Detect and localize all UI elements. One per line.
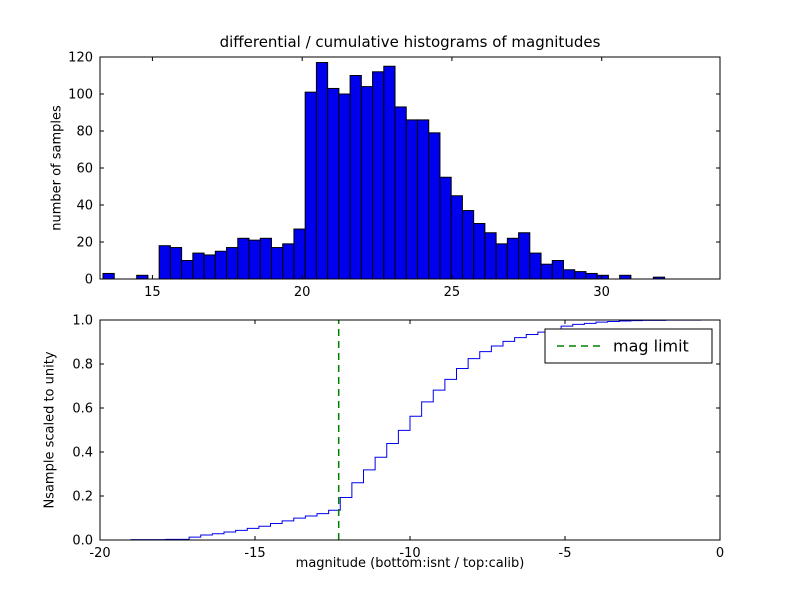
histogram-bar bbox=[237, 237, 250, 280]
y-tick-label: 0.0 bbox=[72, 534, 93, 549]
y-tick-label: 40 bbox=[76, 199, 93, 214]
histogram-bar bbox=[248, 239, 261, 280]
histogram-bar bbox=[315, 62, 329, 280]
x-tick-label: 30 bbox=[593, 285, 610, 300]
y-tick-label: 0 bbox=[85, 273, 93, 288]
histogram-bar bbox=[574, 271, 587, 280]
histogram-bar bbox=[214, 250, 228, 280]
cumulative-line bbox=[130, 319, 713, 541]
histogram-bar bbox=[338, 93, 351, 280]
histogram-bar bbox=[563, 269, 576, 280]
x-tick-label: -20 bbox=[89, 546, 110, 561]
histogram-bar bbox=[484, 232, 497, 280]
histogram-bar bbox=[428, 132, 441, 280]
x-tick-label: 20 bbox=[294, 285, 311, 300]
histogram-bar bbox=[304, 91, 317, 280]
histogram-bar bbox=[473, 223, 486, 280]
histogram-bar bbox=[327, 87, 340, 280]
histogram-bar bbox=[506, 237, 520, 280]
y-tick-label: 60 bbox=[76, 162, 93, 177]
y-tick-label: 0.6 bbox=[72, 402, 93, 417]
x-tick-label: -10 bbox=[399, 546, 420, 561]
histogram-bar bbox=[383, 65, 396, 280]
y-tick-label: 0.4 bbox=[72, 446, 93, 461]
x-tick-label: 15 bbox=[144, 285, 161, 300]
histogram-bar bbox=[203, 254, 216, 280]
histogram-bar bbox=[439, 176, 452, 280]
legend-label: mag limit bbox=[613, 337, 689, 356]
y-tick-label: 80 bbox=[76, 125, 93, 140]
histogram-bar bbox=[619, 274, 632, 280]
histogram-bar bbox=[372, 71, 385, 280]
histogram-bar bbox=[416, 119, 430, 280]
histogram-bar bbox=[394, 106, 407, 280]
histogram-bar bbox=[540, 263, 553, 280]
x-tick-label: 25 bbox=[444, 285, 461, 300]
histogram-bar bbox=[585, 272, 598, 280]
figure-title: differential / cumulative histograms of … bbox=[219, 33, 601, 51]
histogram-bar bbox=[529, 252, 542, 280]
histogram-bar bbox=[136, 274, 149, 280]
histogram-bar bbox=[226, 247, 239, 280]
histogram-bar bbox=[169, 247, 183, 280]
bottom-xlabel: magnitude (bottom:isnt / top:calib) bbox=[295, 556, 525, 571]
histogram-bar bbox=[293, 228, 306, 280]
histogram-bar bbox=[596, 274, 609, 280]
y-tick-label: 1.0 bbox=[72, 314, 93, 329]
bottom-ylabel: Nsample scaled to unity bbox=[42, 351, 58, 509]
histogram-bar bbox=[405, 119, 418, 280]
y-tick-label: 0.2 bbox=[72, 490, 93, 505]
x-tick-label: -15 bbox=[244, 546, 265, 561]
histogram-bar bbox=[192, 252, 205, 280]
histogram-bar bbox=[450, 195, 463, 280]
histogram-bar bbox=[282, 243, 295, 280]
histogram-bar bbox=[360, 86, 374, 280]
histogram-bar bbox=[259, 237, 272, 280]
top-ylabel: number of samples bbox=[49, 105, 65, 231]
histogram-bar bbox=[349, 75, 362, 280]
histogram-bar bbox=[518, 232, 531, 280]
histogram-bar bbox=[181, 260, 194, 280]
y-tick-label: 0.8 bbox=[72, 358, 93, 373]
x-tick-label: -5 bbox=[559, 546, 572, 561]
histogram-bar bbox=[495, 243, 508, 280]
histogram-bar bbox=[158, 245, 171, 280]
x-tick-label: 0 bbox=[716, 546, 724, 561]
y-tick-label: 100 bbox=[68, 88, 93, 103]
histogram-bar bbox=[461, 210, 475, 280]
histogram-bar bbox=[270, 247, 284, 280]
y-tick-label: 120 bbox=[68, 51, 93, 66]
histogram-bar bbox=[551, 260, 565, 280]
y-tick-label: 20 bbox=[76, 236, 93, 251]
histogram-bar bbox=[102, 272, 115, 280]
